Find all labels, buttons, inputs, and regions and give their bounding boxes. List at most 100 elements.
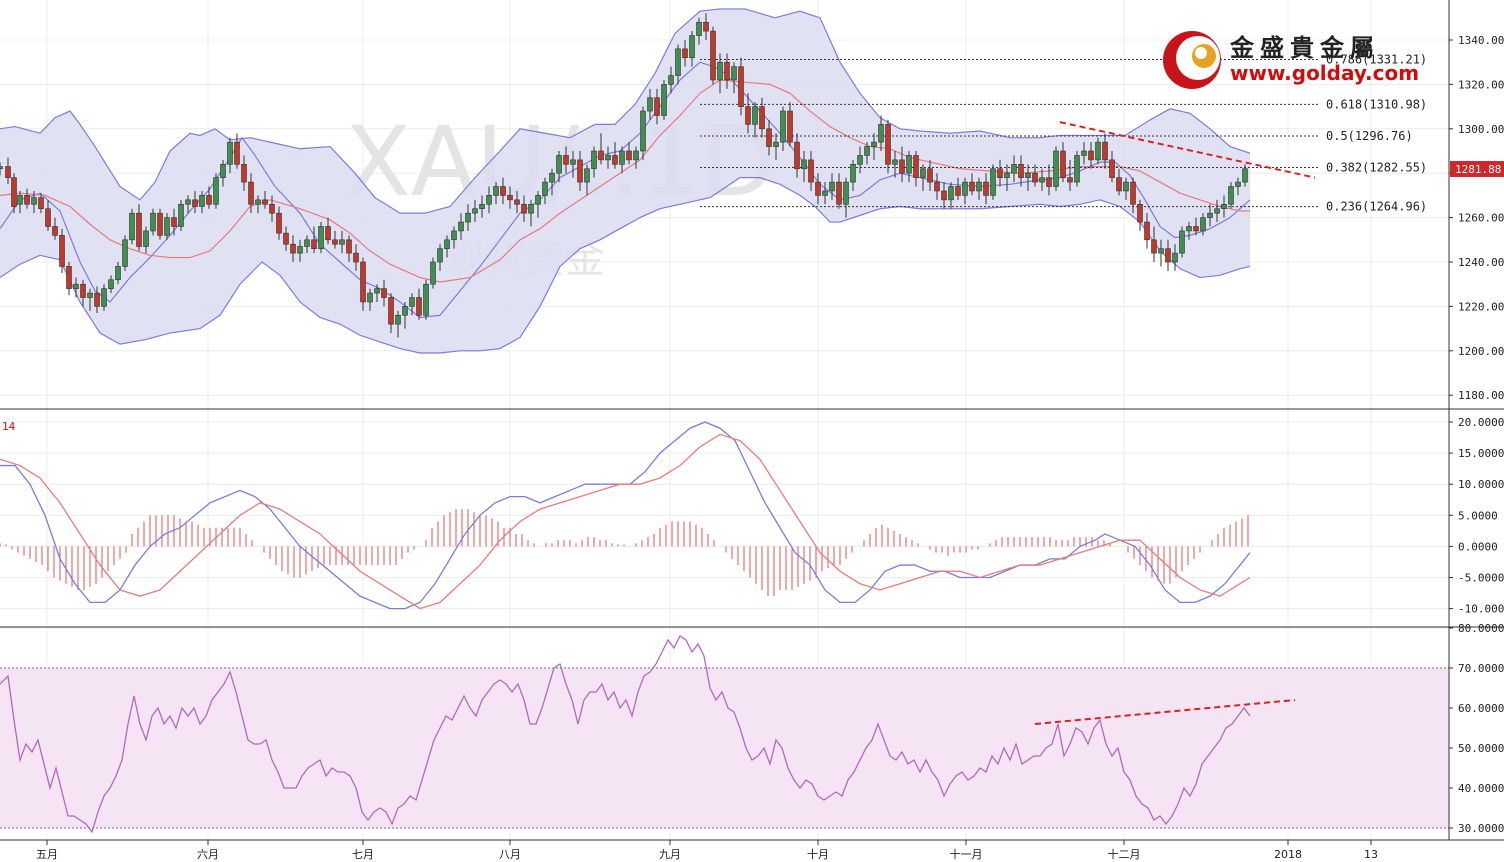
- candle-body: [962, 181, 968, 196]
- grid: [0, 0, 1449, 840]
- fibonacci-level-label: 0.236(1264.96): [1326, 200, 1427, 214]
- candle-body: [1186, 226, 1192, 232]
- candle-body: [5, 166, 11, 178]
- candle-body: [892, 159, 898, 165]
- fibonacci-level-label: 0.382(1282.55): [1326, 161, 1427, 175]
- candle-body: [423, 283, 429, 316]
- x-tick-label: 九月: [659, 848, 681, 861]
- candle-body: [1200, 217, 1206, 232]
- candle-body: [955, 186, 961, 196]
- x-tick-label: 五月: [36, 848, 58, 861]
- candle-body: [759, 106, 765, 130]
- candle-body: [402, 306, 408, 316]
- candle-body: [1032, 172, 1038, 183]
- macd-tick-label: 20.0000: [1458, 416, 1504, 429]
- candle-body: [388, 297, 394, 325]
- candle-body: [738, 66, 744, 107]
- rsi-tick-label: 30.0000: [1458, 822, 1504, 835]
- x-tick-label: 七月: [352, 848, 374, 861]
- candle-body: [451, 230, 457, 241]
- candle-body: [304, 239, 310, 247]
- candle-body: [647, 97, 653, 112]
- last-price-label: 1281.88: [1455, 163, 1501, 176]
- candle-body: [87, 292, 93, 298]
- candle-body: [1088, 150, 1094, 161]
- candle-body: [983, 181, 989, 196]
- candle-body: [1172, 252, 1178, 263]
- candle-body: [143, 230, 149, 247]
- price-tick-label: 1300.00: [1458, 123, 1504, 136]
- candle-body: [934, 181, 940, 192]
- candle-body: [1074, 155, 1080, 183]
- candle-body: [682, 48, 688, 59]
- candle-body: [920, 168, 926, 178]
- price-tick-label: 1180.00: [1458, 389, 1504, 402]
- x-tick-label: 十一月: [950, 847, 983, 861]
- bollinger-band-fill: [0, 8, 1250, 354]
- candle-body: [374, 288, 380, 294]
- candle-body: [941, 190, 947, 201]
- x-tick-label: 六月: [197, 848, 219, 861]
- candle-body: [192, 199, 198, 207]
- price-tick-label: 1240.00: [1458, 256, 1504, 269]
- candle-body: [598, 150, 604, 161]
- candle-body: [556, 155, 562, 174]
- candle-body: [493, 186, 499, 196]
- candle-body: [31, 197, 37, 205]
- candle-body: [437, 248, 443, 263]
- candle-body: [927, 168, 933, 183]
- candle-body: [976, 181, 982, 192]
- candle-body: [619, 150, 625, 165]
- candle-body: [724, 61, 730, 81]
- candle-body: [717, 61, 723, 81]
- candle-body: [94, 292, 100, 307]
- rsi-tick-label: 80.0000: [1458, 622, 1504, 635]
- candle-body: [486, 195, 492, 205]
- candle-body: [626, 150, 632, 161]
- candle-body: [1242, 168, 1248, 183]
- candle-body: [1165, 248, 1171, 263]
- candle-body: [899, 159, 905, 174]
- candle-body: [1067, 177, 1073, 183]
- candle-body: [710, 30, 716, 81]
- candle-body: [276, 212, 282, 234]
- candle-body: [325, 226, 331, 241]
- candle-body: [479, 203, 485, 210]
- x-tick-label: 十二月: [1108, 847, 1141, 861]
- fibonacci-level-label: 0.5(1296.76): [1326, 129, 1413, 143]
- candle-body: [115, 266, 121, 281]
- price-tick-label: 1200.00: [1458, 345, 1504, 358]
- candle-body: [577, 159, 583, 183]
- candle-body: [164, 217, 170, 236]
- candle-body: [353, 252, 359, 263]
- price-tick-label: 1340.00: [1458, 34, 1504, 47]
- candle-body: [262, 199, 268, 205]
- candle-body: [297, 246, 303, 254]
- candle-body: [1235, 181, 1241, 187]
- candle-body: [766, 128, 772, 147]
- candle-body: [17, 195, 23, 205]
- candle-body: [185, 199, 191, 205]
- candle-body: [346, 239, 352, 254]
- candle-body: [1193, 226, 1199, 232]
- candle-body: [1053, 150, 1059, 187]
- x-tick-label: 八月: [499, 848, 521, 861]
- candle-body: [1123, 181, 1129, 192]
- candle-body: [703, 21, 709, 32]
- candle-body: [11, 177, 17, 207]
- candle-body: [836, 181, 842, 205]
- candle-body: [444, 239, 450, 249]
- candle-body: [150, 212, 156, 232]
- candle-body: [542, 181, 548, 196]
- candle-body: [1011, 164, 1017, 174]
- candle-body: [780, 110, 786, 143]
- candle-body: [990, 168, 996, 196]
- candle-body: [430, 261, 436, 285]
- price-tick-label: 1320.00: [1458, 78, 1504, 91]
- candle-body: [948, 186, 954, 201]
- candle-body: [416, 297, 422, 316]
- candle-body: [318, 226, 324, 249]
- fibonacci-level-label: 0.618(1310.98): [1326, 97, 1427, 111]
- candle-body: [360, 261, 366, 303]
- candle-body: [234, 141, 240, 165]
